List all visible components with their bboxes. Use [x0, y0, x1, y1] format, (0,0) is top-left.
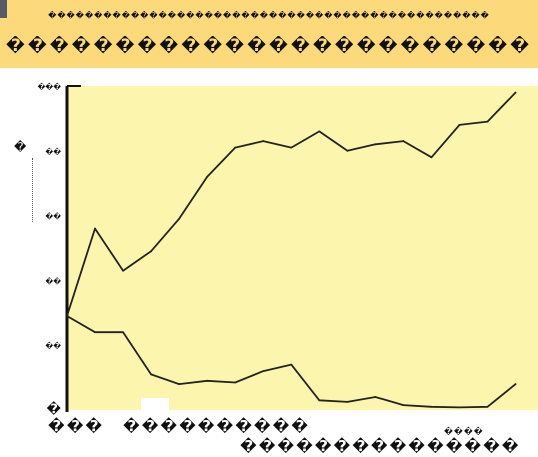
y-tick-label: �� [45, 147, 61, 156]
y-tick-label: �� [45, 341, 61, 350]
y-tick-label: �� [45, 276, 61, 285]
series-2-point [66, 315, 68, 317]
series-1-point [318, 130, 321, 133]
series-1-point [402, 140, 405, 142]
footer-text-small: ���� [444, 427, 484, 436]
series-2-point [234, 381, 237, 384]
series-2-point [514, 383, 517, 385]
series-2-point [150, 373, 153, 376]
series-1-point [430, 156, 433, 159]
series-2-point [430, 405, 433, 408]
series-2-point [318, 399, 321, 402]
series-1-point [94, 227, 96, 230]
series-2-point [290, 363, 293, 366]
series-2-point [122, 331, 124, 334]
series-1-point [346, 149, 349, 152]
series-1-point [290, 146, 293, 149]
series-2-point [486, 405, 489, 408]
y-axis-label-rule [32, 158, 33, 222]
series-2-point [346, 401, 349, 403]
series-1-point [458, 123, 461, 126]
series-1-point [262, 140, 265, 142]
y-axis-label: � [14, 140, 27, 154]
series-2-point [458, 406, 461, 409]
y-tick-label: � [47, 401, 62, 417]
series-1-point [514, 91, 517, 94]
series-2-point [374, 396, 377, 398]
footer-text-middle: ���������� [123, 417, 310, 435]
series-1-point [486, 120, 489, 123]
series-1-point [206, 175, 209, 178]
series-1-point [234, 146, 237, 149]
series-2-point [262, 370, 265, 373]
series-2-point [402, 404, 405, 407]
chart-subtitle: ����������������������������������������… [48, 11, 490, 20]
y-tick-label: �� [45, 212, 61, 221]
series-1-point [122, 269, 124, 272]
series-2-point [94, 331, 96, 334]
footer-text-left: ��� [48, 417, 105, 435]
series-1-point [374, 143, 377, 146]
plot-area [67, 86, 538, 410]
chart-title: ������������������������ [5, 36, 533, 56]
series-2-point [206, 379, 209, 382]
series-1-point [178, 217, 181, 220]
corner-mark [0, 0, 7, 18]
y-tick-label: ��� [38, 82, 62, 91]
series-1-point [150, 250, 153, 253]
header-band [0, 0, 538, 68]
footer-text-right: ��������������� [240, 437, 521, 455]
series-2-point [178, 383, 181, 385]
plot-patch [141, 398, 169, 412]
